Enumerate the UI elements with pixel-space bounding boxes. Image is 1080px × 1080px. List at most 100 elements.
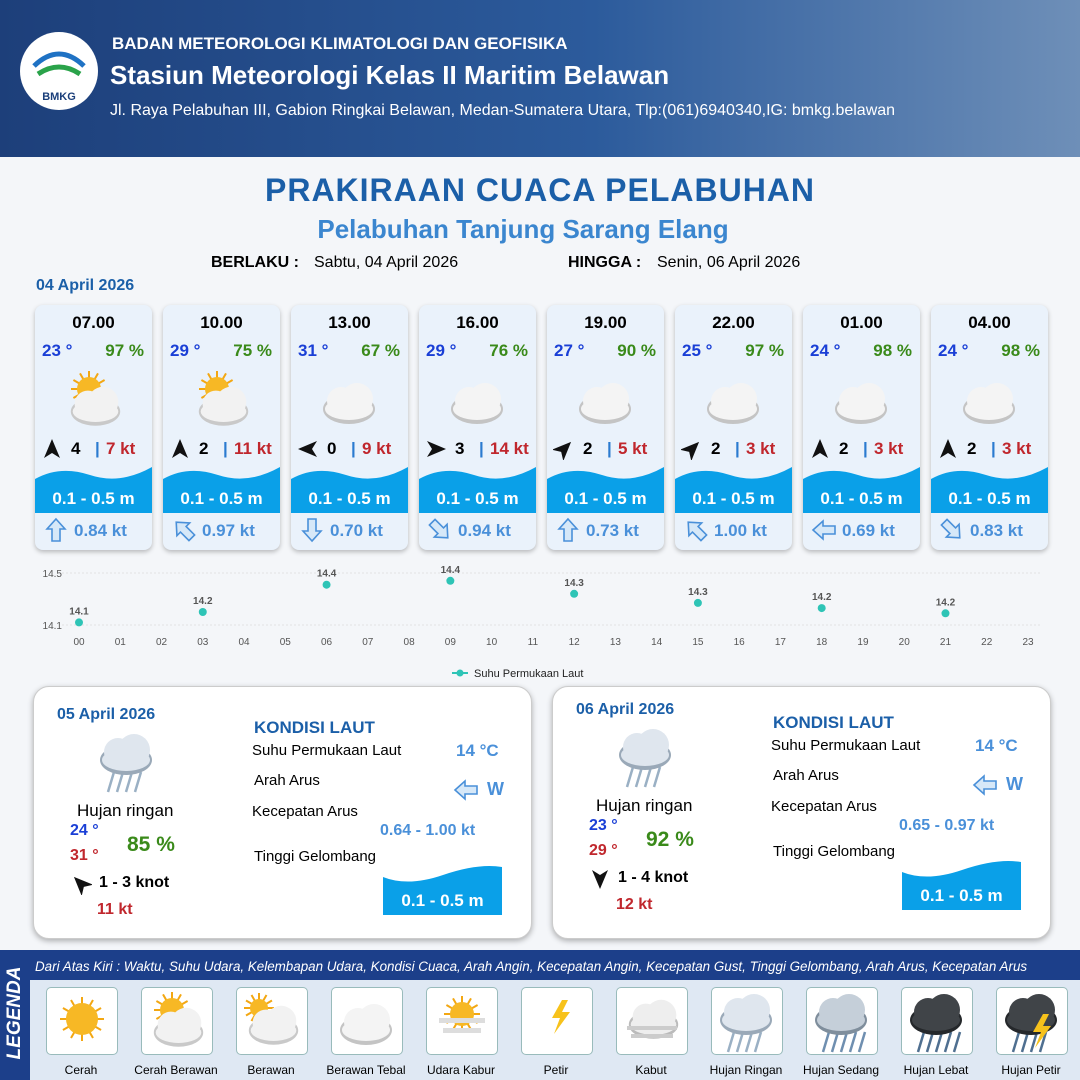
current-speed: 0.83 kt	[970, 521, 1023, 540]
icon-part	[557, 517, 579, 542]
icon-part	[627, 999, 679, 1039]
icon-part	[175, 521, 196, 542]
legend-item-label: Hujan Petir	[1001, 1063, 1061, 1077]
valid-from: Sabtu, 04 April 2026	[314, 254, 459, 271]
legend-item-box	[901, 987, 973, 1055]
icon-part	[830, 1031, 840, 1053]
icon-part	[753, 1031, 763, 1053]
wind-arrow	[169, 438, 191, 460]
current-arrow	[683, 517, 709, 543]
legend-item-box	[46, 987, 118, 1055]
day-date: 05 April 2026	[57, 706, 156, 723]
icon-part	[547, 467, 664, 513]
forecast-card: 07.00 23 ° 97 % 4 | 7 kt 0.1 - 0.5 m 0.84 kt	[35, 305, 152, 550]
current-arrow	[453, 777, 479, 803]
icon-part	[815, 994, 867, 1035]
y-tick-label: 14.1	[43, 621, 63, 632]
legend-item-label: Hujan Ringan	[709, 1063, 783, 1077]
icon-part	[687, 521, 708, 542]
day-icon	[92, 728, 162, 798]
y-tick-label: 14.5	[43, 569, 63, 580]
x-tick-label: 06	[321, 637, 333, 648]
temperature: 29 °	[170, 341, 201, 360]
time: 22.00	[712, 313, 755, 332]
data-label: 14.4	[317, 569, 337, 580]
icon-part	[443, 1028, 481, 1033]
icon-part	[32, 51, 86, 77]
current-speed-label: Kecepatan Arus	[252, 803, 358, 820]
wave-height: 0.1 - 0.5 m	[692, 489, 775, 508]
current-arrow	[43, 517, 69, 543]
current-speed: 0.97 kt	[202, 521, 255, 540]
sea-title: KONDISI LAUT	[254, 718, 375, 737]
icon-part	[931, 467, 1048, 513]
wind-speed: 3	[455, 439, 465, 458]
forecast-card: 10.00 29 ° 75 % 2 | 11 kt 0.1 - 0.5 m 0.97 kt	[163, 305, 280, 550]
icon-part	[579, 383, 631, 424]
x-tick-label: 11	[528, 637, 539, 648]
title: PRAKIRAAN CUACA PELABUHAN	[264, 172, 816, 208]
icon-part	[175, 521, 196, 542]
legend-icon	[522, 988, 592, 1054]
icon-part	[340, 1004, 392, 1045]
data-point	[693, 598, 702, 607]
gust: 11 kt	[97, 901, 133, 918]
forecast-card: 04.00 24 ° 98 % 2 | 3 kt 0.1 - 0.5 m 0.83 kt	[931, 305, 1048, 550]
icon-part	[547, 467, 664, 513]
weather-icon	[443, 367, 513, 429]
day1-date: 04 April 2026	[36, 277, 135, 294]
icon-part	[902, 861, 1021, 910]
icon-part	[621, 744, 669, 766]
weather-icon	[955, 367, 1025, 429]
x-tick-label: 17	[775, 637, 787, 648]
icon-part	[675, 467, 792, 513]
wave-label: Tinggi Gelombang	[254, 848, 377, 865]
icon-part	[124, 771, 134, 793]
temperature: 31 °	[298, 341, 329, 360]
wind-arrow	[809, 438, 831, 460]
x-tick-label: 03	[197, 637, 209, 648]
data-point	[322, 580, 331, 589]
time: 19.00	[584, 313, 627, 332]
valid-from-label: BERLAKU :	[211, 254, 299, 271]
separator: |	[223, 439, 228, 458]
icon-part	[551, 441, 572, 462]
data-label: 14.4	[441, 565, 461, 576]
icon-part	[812, 439, 828, 458]
icon-part	[73, 876, 94, 897]
icon-part	[803, 467, 920, 513]
icon-part	[451, 383, 503, 424]
icon-part	[155, 1022, 202, 1043]
condition: Hujan ringan	[596, 796, 693, 815]
icon-part	[1011, 1031, 1021, 1053]
legend-item-label: Cerah	[64, 1063, 98, 1077]
gust: 3 kt	[746, 439, 776, 458]
current-arrow	[972, 772, 998, 798]
temperature: 24 °	[810, 341, 841, 360]
wave-panel	[163, 463, 280, 513]
separator: |	[351, 439, 356, 458]
legend-icon	[617, 988, 687, 1054]
icon-part	[291, 467, 408, 513]
x-tick-label: 13	[610, 637, 622, 648]
weather-icon	[571, 367, 641, 429]
legend-item-label: Petir	[543, 1063, 569, 1077]
legend-description: Dari Atas Kiri : Waktu, Suhu Udara, Kele…	[35, 959, 1028, 974]
icon-part	[451, 383, 503, 424]
icon-part	[634, 766, 644, 788]
icon-part	[325, 398, 373, 420]
x-tick-label: 05	[280, 637, 292, 648]
x-tick-label: 21	[940, 637, 952, 648]
icon-part	[815, 994, 867, 1053]
wind-speed: 2	[967, 439, 977, 458]
icon-part	[323, 383, 375, 424]
legend-title: LEGENDA	[4, 966, 25, 1060]
time: 07.00	[72, 313, 115, 332]
data-label: 14.3	[564, 578, 584, 589]
icon-part	[679, 441, 700, 462]
icon-part	[172, 439, 188, 458]
icon-part	[940, 518, 961, 539]
legend-item-label: Udara Kabur	[426, 1063, 496, 1077]
wind-arrow	[679, 438, 703, 462]
